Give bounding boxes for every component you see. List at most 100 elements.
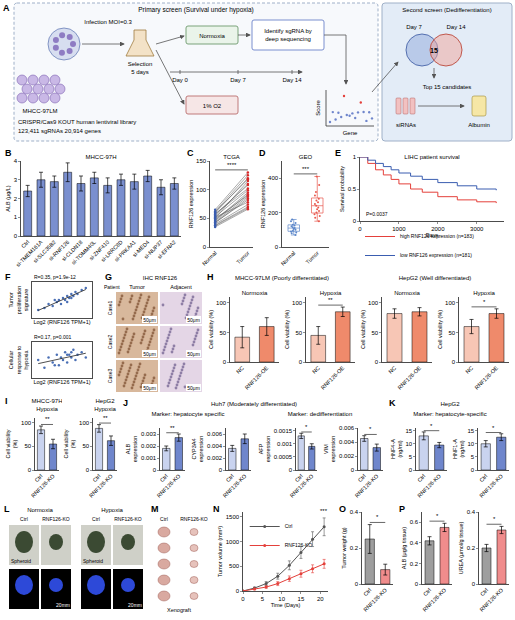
svg-text:HNF4-A(ng/ml): HNF4-A(ng/ml)	[390, 439, 403, 459]
svg-text:0: 0	[409, 467, 413, 473]
svg-text:Normal: Normal	[201, 250, 218, 267]
svg-text:Marker: hepatocyte specific: Marker: hepatocyte specific	[151, 411, 224, 417]
svg-text:RNF126-KO: RNF126-KO	[30, 472, 56, 498]
svg-text:K: K	[389, 398, 396, 408]
svg-text:Ctrl: Ctrl	[20, 516, 28, 522]
svg-text:RNF126-OE: RNF126-OE	[397, 365, 423, 391]
svg-text:RNF126-KO: RNF126-KO	[478, 472, 504, 498]
svg-text:0: 0	[28, 467, 32, 473]
svg-text:50μm: 50μm	[143, 385, 156, 391]
svg-text:100: 100	[21, 420, 32, 426]
svg-text:Day 14: Day 14	[282, 77, 302, 83]
svg-text:si-SLC35B2: si-SLC35B2	[32, 239, 57, 264]
svg-text:0: 0	[375, 359, 379, 365]
svg-text:RNF126-KO: RNF126-KO	[289, 472, 315, 498]
svg-text:50μm: 50μm	[187, 385, 200, 391]
svg-text:0: 0	[86, 467, 90, 473]
svg-text:***: ***	[302, 166, 310, 172]
svg-text:Day 7: Day 7	[230, 77, 246, 83]
svg-text:E: E	[335, 148, 341, 158]
svg-text:**: **	[170, 425, 175, 431]
svg-text:0.6: 0.6	[410, 519, 419, 525]
svg-text:3000: 3000	[470, 226, 484, 232]
svg-text:CYP3A4expression: CYP3A4expression	[191, 436, 204, 463]
svg-text:123,411 sgRNAs 20,914 genes: 123,411 sgRNAs 20,914 genes	[18, 128, 101, 134]
svg-text:1: 1	[14, 214, 18, 220]
svg-text:50μm: 50μm	[143, 351, 156, 357]
svg-text:Ctrl: Ctrl	[422, 587, 432, 597]
svg-text:Patient: Patient	[104, 284, 120, 290]
svg-text:RNF126-KO: RNF126-KO	[114, 516, 142, 522]
svg-text:Cell viability (%): Cell viability (%)	[437, 310, 443, 349]
svg-text:Log2 (RNF126 TPM+1): Log2 (RNF126 TPM+1)	[33, 379, 90, 385]
svg-text:R=0.35, p=1.9e-12: R=0.35, p=1.9e-12	[34, 274, 76, 280]
svg-text:15: 15	[298, 596, 305, 602]
svg-text:15: 15	[467, 428, 474, 434]
svg-text:si-TOMM40L: si-TOMM40L	[70, 239, 97, 266]
svg-text:1500: 1500	[226, 514, 240, 520]
svg-text:Days: Days	[426, 232, 439, 238]
svg-text:4: 4	[14, 158, 18, 164]
svg-text:Second screen (Dedifferentiati: Second screen (Dedifferentiation)	[402, 7, 491, 13]
svg-text:50μm: 50μm	[143, 317, 156, 323]
svg-text:RNF126-KO: RNF126-KO	[156, 472, 182, 498]
svg-text:0: 0	[415, 581, 419, 587]
svg-text:100: 100	[79, 420, 90, 426]
svg-text:10: 10	[278, 596, 285, 602]
svg-text:CRISPR/Cas9 KOUT human lentivi: CRISPR/Cas9 KOUT human lentiviral librar…	[18, 119, 136, 125]
svg-text:Spheroid: Spheroid	[83, 558, 103, 564]
svg-text:Cellularresponse tohypoxia: Cellularresponse tohypoxia	[8, 346, 28, 375]
svg-text:1000: 1000	[392, 226, 406, 232]
svg-text:Albumin: Albumin	[468, 122, 490, 128]
svg-text:NC: NC	[464, 365, 474, 375]
svg-text:RNF126-KO: RNF126-KO	[354, 472, 380, 498]
svg-text:Gene: Gene	[343, 130, 358, 136]
svg-text:0.001: 0.001	[277, 441, 293, 447]
svg-text:Normoxia: Normoxia	[199, 33, 225, 39]
svg-text:P=0.0037: P=0.0037	[366, 211, 388, 217]
svg-text:**: **	[328, 297, 333, 303]
svg-text:50μm: 50μm	[187, 317, 200, 323]
svg-text:Ctrl: Ctrl	[225, 473, 235, 483]
svg-text:RNF126-KO: RNF126-KO	[416, 472, 442, 498]
svg-text:Cell viability(%): Cell viability(%)	[5, 429, 18, 458]
svg-text:0: 0	[353, 218, 357, 224]
svg-text:Score: Score	[315, 100, 321, 116]
svg-text:500: 500	[229, 563, 240, 569]
svg-text:Ctrl: Ctrl	[416, 473, 426, 483]
svg-text:si-PRKAA1: si-PRKAA1	[113, 239, 137, 263]
svg-text:siRNAs: siRNAs	[396, 122, 416, 128]
svg-text:5: 5	[471, 454, 475, 460]
svg-text:high RNF126 expression (n=183): high RNF126 expression (n=183)	[400, 233, 474, 239]
svg-text:Ctrl: Ctrl	[478, 473, 488, 483]
svg-text:RNF126-KO: RNF126-KO	[88, 472, 114, 498]
svg-text:Spheroid: Spheroid	[11, 558, 31, 564]
svg-text:RNF126-KO: RNF126-KO	[422, 586, 448, 612]
svg-text:0.001: 0.001	[141, 455, 157, 461]
svg-text:Day 14: Day 14	[446, 24, 466, 30]
svg-text:Xenograft: Xenograft	[167, 607, 191, 613]
svg-text:NC: NC	[311, 365, 321, 375]
svg-text:R=0.17, p=0.001: R=0.17, p=0.001	[34, 334, 71, 340]
svg-text:*: *	[376, 514, 379, 520]
svg-text:B: B	[5, 148, 12, 158]
svg-text:Ctrl: Ctrl	[357, 473, 367, 483]
svg-text:0: 0	[351, 467, 355, 473]
svg-text:Normoxia: Normoxia	[394, 290, 420, 296]
svg-text:Hypoxia: Hypoxia	[473, 290, 495, 296]
svg-text:si-ZNF410: si-ZNF410	[88, 239, 110, 261]
svg-text:MHCC-97LM (Poorly differentiat: MHCC-97LM (Poorly differentiated)	[235, 275, 329, 281]
svg-text:150: 150	[196, 158, 207, 164]
svg-text:0: 0	[14, 233, 18, 239]
svg-text:LIHC patient survival: LIHC patient survival	[404, 154, 459, 160]
svg-text:HepG2Hypoxia: HepG2Hypoxia	[94, 398, 116, 412]
svg-text:Normoxia: Normoxia	[27, 507, 53, 513]
svg-text:0: 0	[299, 359, 303, 365]
svg-text:20mm: 20mm	[56, 602, 70, 608]
svg-text:RNF126-KO: RNF126-KO	[222, 472, 248, 498]
svg-text:Primary screen (Survival under: Primary screen (Survival under hypoxia)	[138, 6, 254, 14]
svg-text:G: G	[105, 272, 112, 282]
svg-text:F: F	[5, 272, 11, 282]
svg-text:**: **	[45, 416, 50, 422]
svg-text:50: 50	[24, 443, 31, 449]
